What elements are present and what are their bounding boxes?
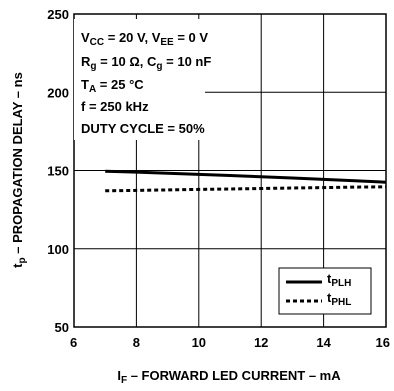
- y-tick-200: 200: [47, 85, 69, 100]
- series-line-tplh: [105, 169, 387, 184]
- y-axis-label: tp – PROPAGATION DELAY – ns: [10, 72, 28, 268]
- x-tick-12: 12: [254, 335, 268, 350]
- condition-line-4: f = 250 kHz: [81, 99, 149, 114]
- conditions-box: [74, 19, 205, 140]
- condition-line-5: DUTY CYCLE = 50%: [81, 121, 205, 136]
- legend-label-tplh: tPLH: [327, 271, 351, 289]
- y-tick-50: 50: [55, 320, 69, 335]
- x-axis-label: IF – FORWARD LED CURRENT – mA: [117, 368, 341, 386]
- x-tick-8: 8: [133, 335, 140, 350]
- condition-line-1: VCC = 20 V, VEE = 0 V: [81, 30, 208, 48]
- y-tick-labels: 50 100 150 200 250: [47, 7, 69, 335]
- condition-line-2: Rg = 10 Ω, Cg = 10 nF: [81, 54, 211, 72]
- legend-label-tphl: tPHL: [327, 290, 351, 308]
- x-tick-10: 10: [192, 335, 206, 350]
- x-tick-14: 14: [316, 335, 331, 350]
- series-line-tphl: [105, 185, 387, 193]
- x-tick-labels: 6 8 10 12 14 16: [70, 335, 390, 350]
- y-tick-100: 100: [47, 242, 69, 257]
- condition-line-3: TA = 25 °C: [81, 77, 144, 95]
- y-tick-250: 250: [47, 7, 69, 22]
- legend-box: [278, 267, 372, 315]
- x-tick-6: 6: [70, 335, 77, 350]
- y-tick-150: 150: [47, 164, 69, 179]
- series-group: [105, 169, 387, 193]
- x-tick-16: 16: [376, 335, 390, 350]
- plot-frame: [73, 13, 387, 328]
